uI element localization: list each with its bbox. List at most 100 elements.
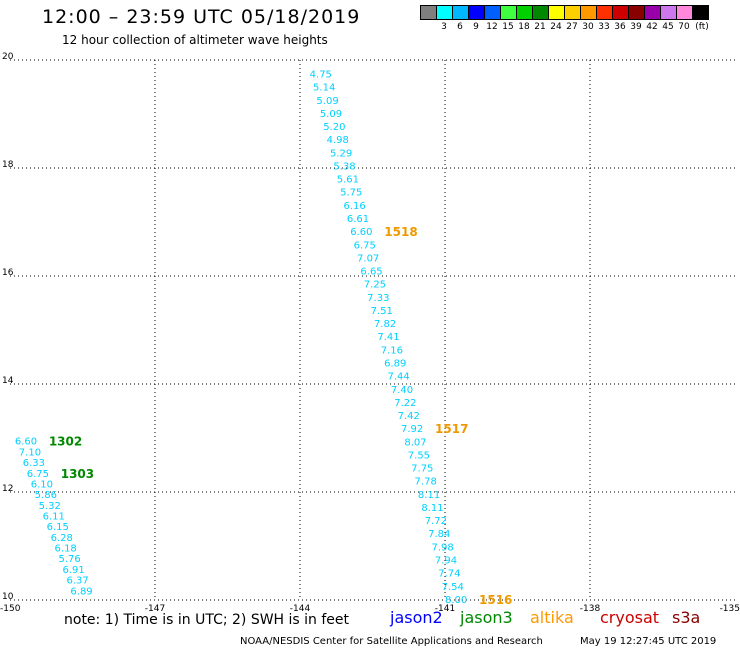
wave-height-label: 6.61 xyxy=(347,214,369,225)
wave-height-label: 7.40 xyxy=(391,385,413,396)
legend-label: 15 xyxy=(502,22,514,32)
wave-height-label: 6.60 xyxy=(15,437,37,448)
wave-height-label: 7.55 xyxy=(408,450,430,461)
x-tick-label: -147 xyxy=(145,604,165,614)
wave-height-label: 8.11 xyxy=(421,503,443,514)
wave-height-label: 6.75 xyxy=(354,240,376,251)
wave-height-label: 5.14 xyxy=(313,83,335,94)
wave-height-label: 7.75 xyxy=(411,464,433,475)
map-title: 12:00 – 23:59 UTC 05/18/2019 xyxy=(42,6,361,28)
satellite-track: 4.75 5.14 5.09 5.09 5.20 4.98 5.29 5.38 5.61 5.75… xyxy=(310,70,513,607)
wave-height-label: 4.98 xyxy=(327,135,349,146)
wave-height-label: 6.89 xyxy=(384,358,406,369)
satellite-name: cryosat xyxy=(600,608,660,627)
legend-label: 24 xyxy=(550,22,562,32)
satellite-name: altika xyxy=(530,608,574,627)
satellite-name: jason3 xyxy=(460,608,513,627)
legend-label: 36 xyxy=(614,22,626,32)
x-tick-label: -138 xyxy=(580,604,601,614)
legend-label: 12 xyxy=(486,22,498,32)
wave-height-label: 7.16 xyxy=(381,345,403,356)
wave-height-label: 6.10 xyxy=(31,479,53,490)
wave-height-label: 5.76 xyxy=(59,554,81,565)
legend-label: 30 xyxy=(582,22,594,32)
wave-height-label: 7.10 xyxy=(19,447,41,458)
wave-height-label: 5.61 xyxy=(337,175,359,186)
x-tick-label: -144 xyxy=(290,604,311,614)
legend-label: 39 xyxy=(630,22,642,32)
x-tick-label: -141 xyxy=(435,604,455,614)
wave-height-label: 7.25 xyxy=(364,280,386,291)
y-tick-label: 18 xyxy=(2,160,14,170)
wave-height-label: 8.11 xyxy=(418,490,440,501)
units-note: note: 1) Time is in UTC; 2) SWH is in fe… xyxy=(64,612,350,628)
wave-height-label: 7.92 xyxy=(401,424,423,435)
wave-height-label: 7.84 xyxy=(428,529,450,540)
wave-height-label: 6.75 xyxy=(27,469,49,480)
wave-height-label: 6.37 xyxy=(66,576,88,587)
axis-tick-labels: -150 -147 -144 -141 -138 -135 10 12 14 16 18 20 xyxy=(0,52,740,614)
y-tick-label: 10 xyxy=(2,592,14,602)
wave-height-label: 8.00 xyxy=(445,595,467,606)
wave-height-label: 7.22 xyxy=(394,398,416,409)
map-subtitle: 12 hour collection of altimeter wave hei… xyxy=(62,33,328,47)
y-tick-label: 12 xyxy=(2,484,13,494)
legend-label: 9 xyxy=(473,22,479,32)
wave-height-label: 6.15 xyxy=(47,522,69,533)
generated-timestamp: May 19 12:27:45 UTC 2019 xyxy=(580,636,717,647)
legend-label: 3 xyxy=(441,22,447,32)
wave-height-label: 7.44 xyxy=(387,372,409,383)
wave-height-label: 5.38 xyxy=(333,161,355,172)
wave-height-label: 7.51 xyxy=(371,306,393,317)
pass-time-label: 1302 xyxy=(49,435,82,449)
wave-height-label: 5.09 xyxy=(316,96,338,107)
wave-height-label: 5.86 xyxy=(35,490,57,501)
pass-time-label: 1516 xyxy=(479,593,512,607)
legend-label: 33 xyxy=(598,22,610,32)
y-tick-label: 16 xyxy=(2,268,14,278)
wave-height-label: 6.89 xyxy=(70,586,92,597)
wave-height-label: 6.60 xyxy=(350,227,372,238)
legend-label: 42 xyxy=(646,22,658,32)
wave-height-label: 7.41 xyxy=(377,332,399,343)
wave-height-label: 6.16 xyxy=(344,201,366,212)
wave-height-label: 5.75 xyxy=(340,188,362,199)
wave-height-label: 7.54 xyxy=(442,582,464,593)
wave-height-label: 7.94 xyxy=(435,556,457,567)
legend-label: 18 xyxy=(518,22,530,32)
wave-height-label: 4.75 xyxy=(310,70,332,81)
pass-time-label: 1518 xyxy=(384,225,417,239)
wave-height-label: 5.09 xyxy=(320,109,342,120)
legend-swatch xyxy=(692,5,709,20)
legend-label: 6 xyxy=(457,22,463,32)
x-tick-label: -150 xyxy=(0,604,21,614)
wave-height-label: 6.28 xyxy=(51,533,73,544)
wave-height-label: 6.33 xyxy=(23,458,45,469)
wave-height-label: 6.11 xyxy=(43,511,65,522)
credit-text: NOAA/NESDIS Center for Satellite Applica… xyxy=(240,636,543,647)
legend-label: 21 xyxy=(534,22,546,32)
wave-height-label: 6.65 xyxy=(360,267,382,278)
pass-time-label: 1517 xyxy=(435,422,468,436)
wave-height-label: 7.82 xyxy=(374,319,396,330)
y-tick-label: 20 xyxy=(2,52,14,62)
wave-height-label: 6.91 xyxy=(62,565,84,576)
legend-label: 27 xyxy=(566,22,578,32)
wave-height-label: 5.20 xyxy=(323,122,345,133)
legend-label: 70 xyxy=(678,22,690,32)
legend-swatches xyxy=(420,5,709,20)
satellite-name: jason2 xyxy=(390,608,443,627)
wave-height-label: 6.18 xyxy=(55,544,77,555)
satellite-name: s3a xyxy=(672,608,701,627)
wave-height-label: 7.78 xyxy=(415,477,437,488)
x-tick-label: -135 xyxy=(720,604,740,614)
wave-height-label: 5.29 xyxy=(330,148,352,159)
wave-height-label: 7.33 xyxy=(367,293,389,304)
wave-height-label: 7.98 xyxy=(431,542,453,553)
pass-time-label: 1303 xyxy=(61,467,94,481)
wave-height-label: 7.72 xyxy=(425,516,447,527)
wave-height-label: 8.07 xyxy=(404,437,426,448)
wave-height-label: 7.42 xyxy=(398,411,420,422)
map-grid xyxy=(10,59,735,601)
